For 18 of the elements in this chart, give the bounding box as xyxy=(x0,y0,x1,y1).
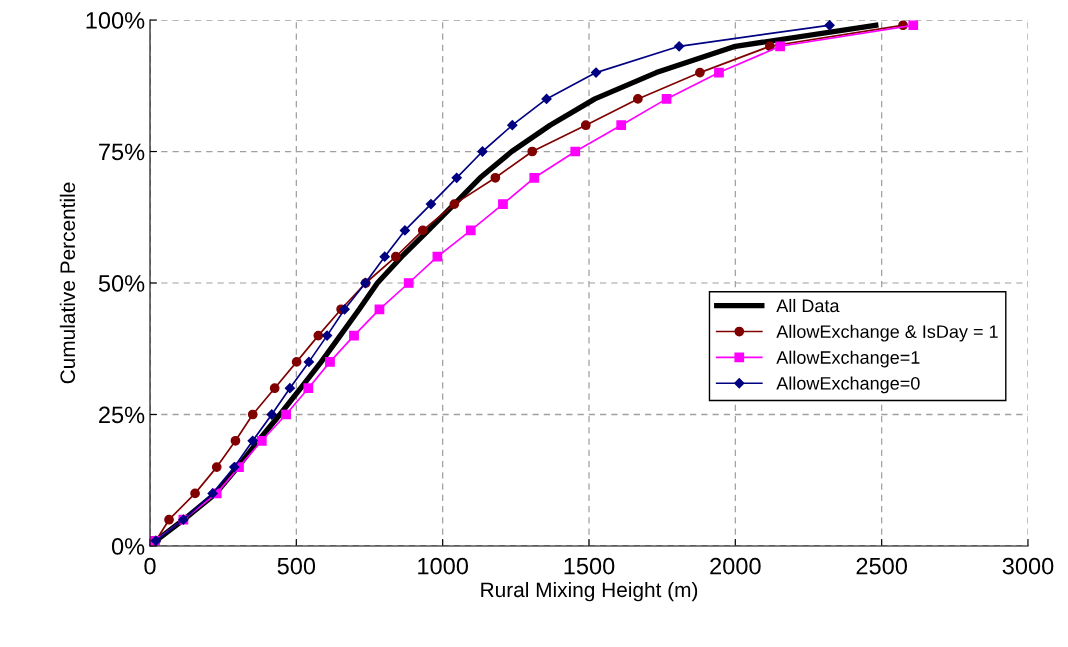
y-tick-label: 25% xyxy=(99,406,145,424)
x-tick-label: 2000 xyxy=(710,557,761,575)
y-tick-label: 0% xyxy=(111,538,145,555)
x-axis-title: Rural Mixing Height (m) xyxy=(481,581,698,602)
x-tick-label: 1000 xyxy=(418,557,469,575)
x-tick-label: 500 xyxy=(277,557,316,575)
y-tick-label: 50% xyxy=(98,275,145,292)
x-tick-label: 2500 xyxy=(856,557,908,575)
legend-label: All Data xyxy=(776,298,840,313)
x-tick-label: 3000 xyxy=(1002,557,1054,575)
x-tick-label: 0 xyxy=(144,557,156,575)
legend-label: AllowExchange & IsDay = 1 xyxy=(776,324,998,342)
legend-label: AllowExchange=0 xyxy=(776,376,920,394)
y-tick-label: 100% xyxy=(86,12,145,29)
legend-label: AllowExchange=1 xyxy=(776,350,920,368)
x-tick-label: 1500 xyxy=(564,557,615,575)
y-tick-label: 75% xyxy=(99,143,145,161)
y-axis-title: Cumulative Percentile xyxy=(59,182,76,384)
